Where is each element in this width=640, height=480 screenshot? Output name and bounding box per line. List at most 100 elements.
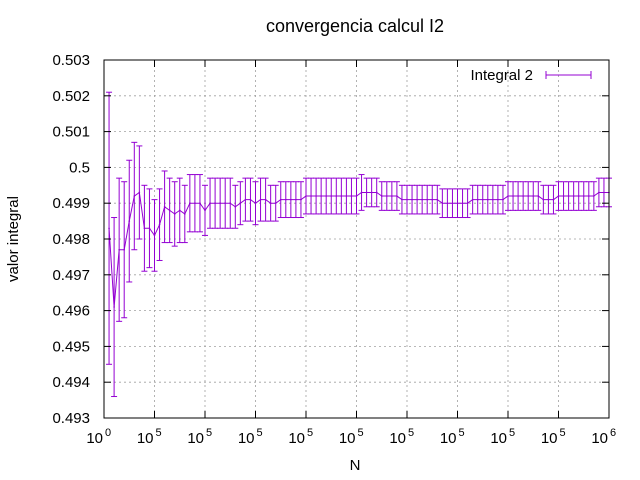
data-point xyxy=(380,195,383,197)
data-point xyxy=(557,195,560,197)
data-point xyxy=(456,202,459,204)
data-point xyxy=(310,195,312,197)
chart-title: convergencia calcul I2 xyxy=(266,16,444,36)
data-point xyxy=(138,191,141,194)
tick-marks xyxy=(103,59,610,419)
data-series xyxy=(106,91,612,398)
data-point xyxy=(229,202,232,204)
data-point xyxy=(199,202,201,204)
data-point xyxy=(168,209,171,212)
data-point xyxy=(603,191,605,194)
data-point xyxy=(567,195,570,197)
data-point xyxy=(527,195,529,197)
x-tick-label: 10 xyxy=(187,430,204,447)
y-tick-label: 0.499 xyxy=(52,195,90,212)
data-point xyxy=(411,198,413,201)
data-point xyxy=(461,202,464,204)
x-tick-exponent: 5 xyxy=(358,427,364,439)
data-point xyxy=(451,202,454,204)
data-point xyxy=(204,209,206,212)
data-point xyxy=(441,202,444,204)
data-point xyxy=(279,198,282,201)
data-point xyxy=(163,205,166,208)
data-point xyxy=(507,195,509,197)
grid xyxy=(104,60,609,418)
x-tick-exponent: 5 xyxy=(206,427,212,439)
x-tick-label: 10 xyxy=(238,430,255,447)
y-tick-label: 0.502 xyxy=(52,88,90,105)
data-point xyxy=(512,195,514,197)
x-tick-exponent: 0 xyxy=(105,427,111,439)
data-point xyxy=(178,209,181,212)
x-tick-label: 10 xyxy=(288,430,305,447)
data-point xyxy=(471,198,474,201)
data-point xyxy=(295,198,297,201)
data-point xyxy=(325,195,328,197)
x-tick-label: 10 xyxy=(490,430,507,447)
y-tick-label: 0.496 xyxy=(52,303,90,320)
data-point xyxy=(396,195,398,197)
data-point xyxy=(370,191,373,194)
data-point xyxy=(214,202,216,204)
x-tick-exponent: 5 xyxy=(408,427,414,439)
data-point xyxy=(113,306,115,308)
data-point xyxy=(365,191,368,194)
data-point xyxy=(340,195,343,197)
data-point xyxy=(497,198,499,201)
x-tick-exponent: 5 xyxy=(307,427,313,439)
y-tick-label: 0.493 xyxy=(52,410,90,427)
x-tick-exponent: 5 xyxy=(459,427,465,439)
data-point xyxy=(360,191,363,194)
x-tick-exponent: 5 xyxy=(257,427,263,439)
data-point xyxy=(290,198,292,201)
data-point xyxy=(572,195,575,197)
y-tick-label: 0.498 xyxy=(52,231,90,248)
data-point xyxy=(391,195,393,197)
data-point xyxy=(118,248,120,251)
data-point xyxy=(582,195,585,197)
data-point xyxy=(406,198,408,201)
data-point xyxy=(481,198,484,201)
data-point xyxy=(234,205,237,208)
x-tick-exponent: 5 xyxy=(509,427,515,439)
data-point xyxy=(148,227,151,230)
data-point xyxy=(153,234,156,237)
data-point xyxy=(128,220,131,222)
data-point xyxy=(487,198,489,201)
x-tick-exponent: 5 xyxy=(560,427,566,439)
data-point xyxy=(143,227,146,230)
data-point xyxy=(189,202,191,204)
data-point xyxy=(239,202,242,204)
x-tick-exponent: 5 xyxy=(156,427,162,439)
data-point xyxy=(254,202,257,204)
data-point xyxy=(466,202,469,204)
x-tick-label: 10 xyxy=(440,430,457,447)
data-point xyxy=(335,195,338,197)
data-point xyxy=(219,202,221,204)
x-tick-label: 10 xyxy=(86,430,103,447)
data-point xyxy=(517,195,519,197)
data-point xyxy=(588,195,590,197)
data-point xyxy=(547,198,550,201)
data-point xyxy=(577,195,580,197)
data-point xyxy=(350,195,353,197)
data-point xyxy=(320,195,322,197)
data-point xyxy=(194,202,196,204)
data-point xyxy=(421,198,423,201)
y-tick-label: 0.5 xyxy=(69,159,90,176)
data-point xyxy=(330,195,333,197)
y-tick-label: 0.494 xyxy=(52,374,90,391)
data-point xyxy=(133,195,136,197)
y-axis-label: valor integral xyxy=(5,196,22,282)
data-point xyxy=(355,195,358,197)
legend-label: Integral 2 xyxy=(470,67,533,84)
y-tick-label: 0.495 xyxy=(52,338,90,355)
data-point xyxy=(345,195,348,197)
data-point xyxy=(552,198,555,201)
tick-labels: 0.503 0.502 0.501 0.5 0.499 0.498 0.497 0.496 0.… xyxy=(52,52,616,447)
data-point xyxy=(173,213,176,215)
data-point xyxy=(542,198,545,201)
data-point xyxy=(264,198,267,201)
data-point xyxy=(269,202,272,204)
